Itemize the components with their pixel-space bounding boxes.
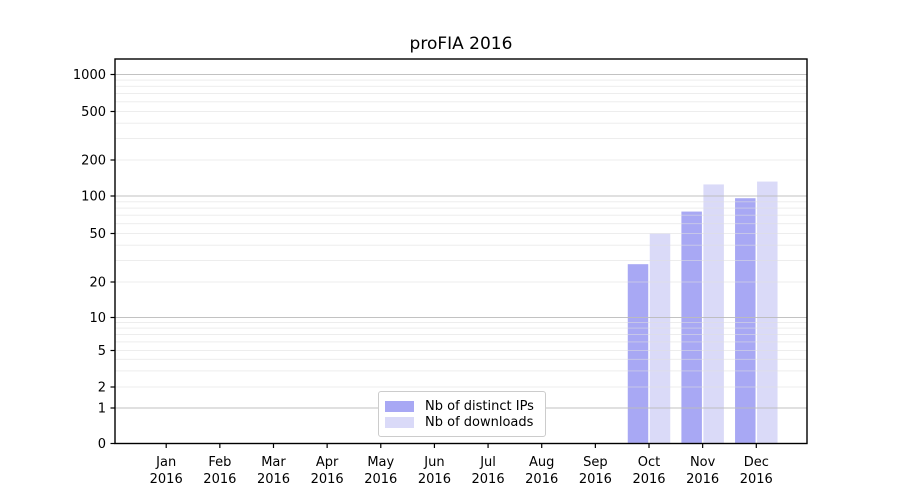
x-tick-label: Feb 2016 — [203, 455, 236, 487]
y-tick-label: 500 — [81, 105, 106, 120]
x-tick-label: Apr 2016 — [311, 455, 344, 487]
y-tick-label: 100 — [81, 190, 106, 205]
x-tick-label: Jun 2016 — [418, 455, 451, 487]
x-tick-label: Sep 2016 — [579, 455, 612, 487]
bar-distinct-ips-nov — [681, 211, 702, 443]
x-tick-label: Jan 2016 — [150, 455, 183, 487]
legend-entry-downloads: Nb of downloads — [385, 415, 536, 430]
x-tick-label: Oct 2016 — [632, 455, 665, 487]
y-tick-label: 50 — [89, 227, 106, 242]
y-tick-label: 1 — [98, 402, 106, 417]
y-tick-label: 2 — [98, 381, 106, 396]
y-tick-label: 20 — [89, 276, 106, 291]
y-tick-label: 0 — [98, 437, 106, 452]
x-tick-label: Jul 2016 — [472, 455, 505, 487]
bar-downloads-oct — [649, 233, 671, 443]
bar-distinct-ips-dec — [735, 198, 756, 443]
y-tick-label: 10 — [89, 311, 106, 326]
legend-label-distinct-ips: Nb of distinct IPs — [425, 399, 534, 414]
bar-distinct-ips-oct — [627, 264, 649, 443]
x-tick-label: May 2016 — [364, 455, 397, 487]
x-tick-label: Mar 2016 — [257, 455, 290, 487]
chart-title: proFIA 2016 — [409, 34, 513, 54]
x-tick-label: Nov 2016 — [686, 455, 719, 487]
y-tick-label: 1000 — [73, 68, 106, 83]
bar-downloads-dec — [757, 181, 778, 443]
legend-swatch-distinct-ips — [385, 401, 414, 412]
x-tick-label: Aug 2016 — [525, 455, 558, 487]
legend-entry-distinct-ips: Nb of distinct IPs — [385, 399, 536, 414]
x-tick-label: Dec 2016 — [740, 455, 773, 487]
bar-downloads-nov — [703, 184, 724, 443]
legend-label-downloads: Nb of downloads — [425, 415, 534, 430]
y-tick-label: 200 — [81, 154, 106, 169]
legend-box: Nb of distinct IPs Nb of downloads — [378, 391, 546, 437]
y-tick-label: 5 — [98, 344, 106, 359]
legend-swatch-downloads — [385, 417, 414, 428]
plot-frame — [114, 58, 808, 445]
